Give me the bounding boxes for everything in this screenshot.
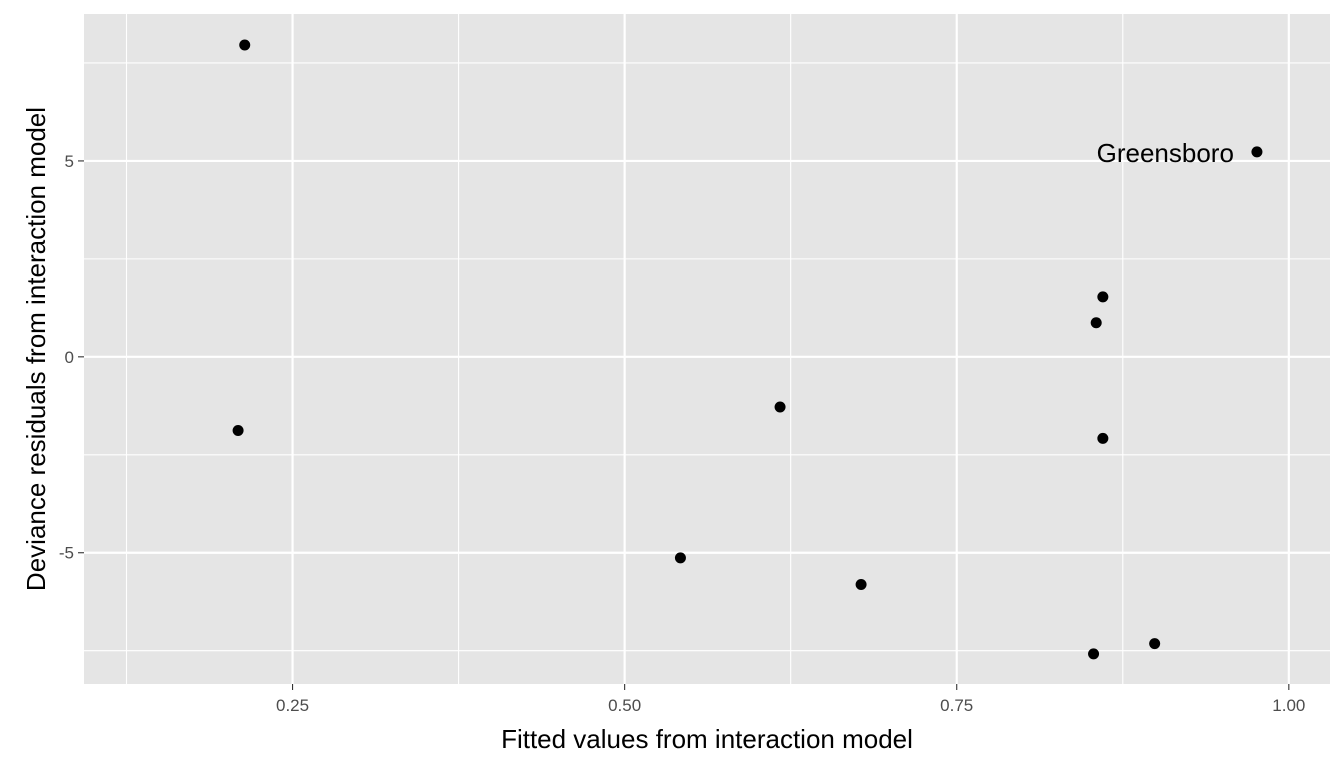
y-tick-label: 0 [65, 348, 74, 367]
point-annotations: Greensboro [1097, 138, 1234, 168]
x-tick-label: 1.00 [1272, 696, 1305, 715]
y-tick-label: -5 [59, 544, 74, 563]
x-tick-label: 0.25 [276, 696, 309, 715]
x-axis-ticks: 0.25 0.50 0.75 1.00 [276, 684, 1305, 715]
y-axis-ticks: -5 0 5 [59, 152, 84, 563]
y-axis-title: Deviance residuals from interaction mode… [21, 107, 51, 591]
data-point [674, 552, 686, 564]
plot-panel [84, 14, 1330, 684]
data-point [239, 39, 251, 51]
x-axis-title: Fitted values from interaction model [501, 724, 913, 754]
data-points [232, 39, 1263, 660]
data-point [1149, 638, 1161, 650]
data-point [774, 401, 786, 413]
data-point [855, 578, 867, 590]
y-tick-label: 5 [65, 152, 74, 171]
point-label: Greensboro [1097, 138, 1234, 168]
data-point [1088, 648, 1100, 660]
data-point [232, 424, 244, 436]
data-point [1251, 146, 1263, 158]
x-tick-label: 0.50 [608, 696, 641, 715]
x-tick-label: 0.75 [940, 696, 973, 715]
major-gridlines [84, 14, 1330, 684]
data-point [1090, 317, 1102, 329]
data-point [1097, 291, 1109, 303]
data-point [1097, 432, 1109, 444]
